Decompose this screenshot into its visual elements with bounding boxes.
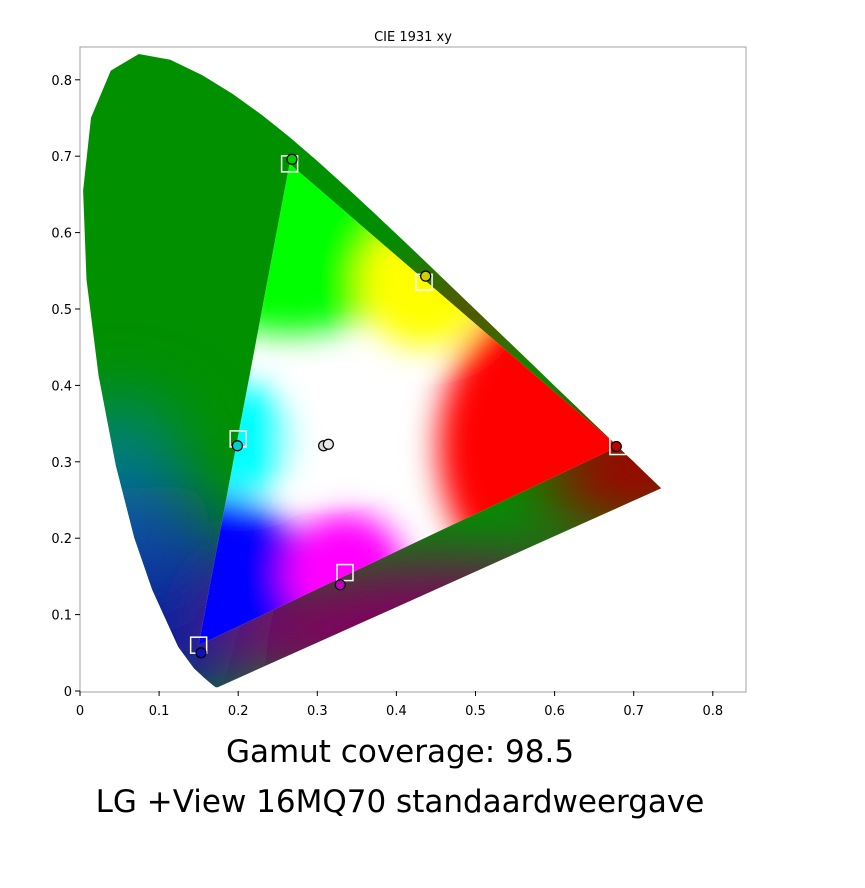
measured-points (195, 153, 622, 659)
gamut-region-2 (198, 495, 349, 646)
x-tick-label: 0.7 (623, 704, 644, 719)
y-axis: 0 0.1 0.2 0.3 0.4 0.5 0.6 0.7 0.8 (51, 74, 80, 700)
x-tick-label: 0.6 (544, 704, 565, 719)
measured-point-red (610, 440, 622, 453)
target-marker-magenta (336, 563, 354, 582)
measured-point-white-2 (322, 438, 334, 450)
measured-point-blue (195, 647, 207, 659)
measured-point-green (286, 153, 298, 165)
x-tick-label: 0.2 (228, 704, 249, 719)
y-tick-label: 0.1 (51, 609, 72, 624)
chart-title: CIE 1931 xy (374, 30, 452, 45)
y-tick-label: 0.4 (51, 379, 72, 394)
x-tick-label: 0 (76, 704, 84, 719)
x-tick-label: 0.1 (149, 704, 170, 719)
y-tick-label: 0.8 (51, 74, 72, 89)
x-tick-label: 0.5 (465, 704, 486, 719)
y-tick-label: 0.7 (51, 150, 72, 165)
x-tick-label: 0.4 (386, 704, 407, 719)
y-tick-label: 0 (64, 685, 72, 700)
y-tick-label: 0.3 (51, 456, 72, 471)
monitor-model-caption: LG +View 16MQ70 standaardweergave (95, 784, 705, 820)
locus-region-2 (83, 401, 180, 492)
measured-point-cyan (231, 440, 244, 452)
y-tick-label: 0.6 (51, 227, 72, 242)
target-marker-red (609, 437, 627, 456)
x-tick-label: 0.8 (702, 704, 723, 719)
y-tick-label: 0.5 (51, 303, 72, 318)
measured-point-magenta (334, 579, 346, 591)
gamut-coverage-caption: Gamut coverage: 98.5 (225, 734, 575, 770)
x-axis: 0 0.1 0.2 0.3 0.4 0.5 0.6 0.7 0.8 (76, 691, 723, 719)
x-tick-label: 0.3 (307, 704, 328, 719)
measured-point-yellow (420, 270, 432, 282)
y-tick-label: 0.2 (51, 532, 72, 547)
plot-frame (79, 46, 747, 693)
